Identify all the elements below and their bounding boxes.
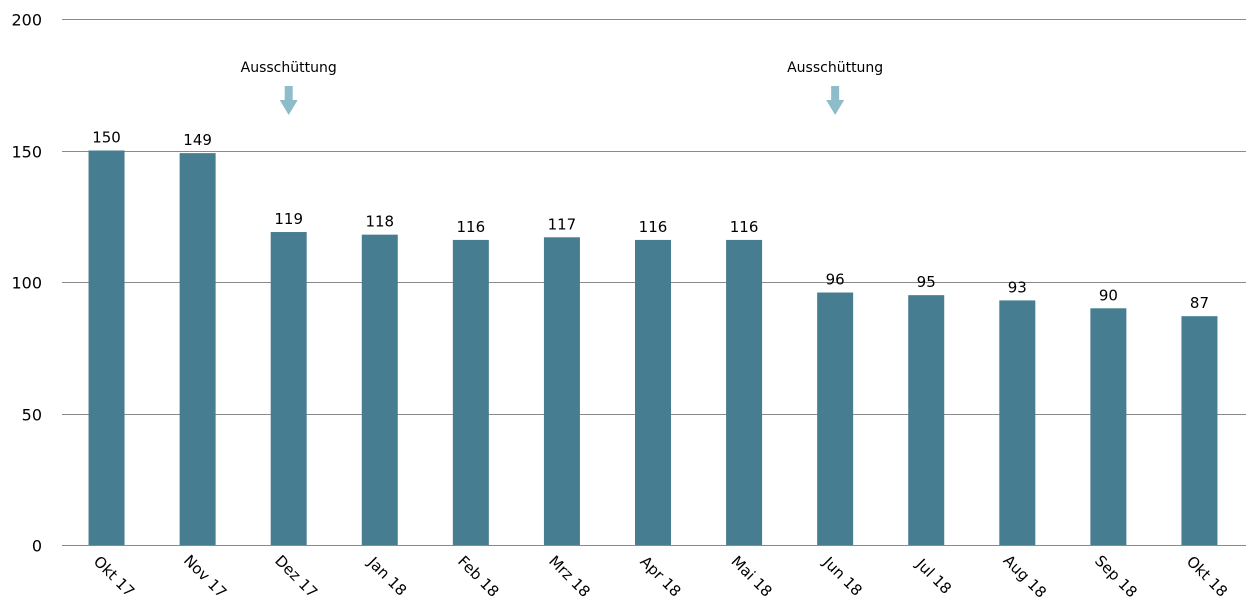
data-label: 95 bbox=[917, 273, 936, 291]
bar bbox=[543, 237, 580, 546]
x-tick-label: Jul 18 bbox=[912, 555, 955, 598]
bar bbox=[88, 150, 125, 545]
data-label: 116 bbox=[730, 218, 759, 236]
data-label: 116 bbox=[639, 218, 668, 236]
y-tick-label: 50 bbox=[22, 406, 42, 425]
bar bbox=[361, 234, 398, 545]
x-tick-label: Jun 18 bbox=[819, 553, 866, 600]
data-label: 117 bbox=[548, 215, 577, 233]
data-label: 87 bbox=[1190, 294, 1209, 312]
x-tick-label: Okt 18 bbox=[1183, 552, 1231, 600]
bar bbox=[908, 295, 945, 545]
x-axis-categories: Okt 17 Nov 17 Dez 17 Jan 18 Feb 18 Mrz 18 Apr … bbox=[90, 551, 1231, 601]
y-tick-label: 200 bbox=[11, 11, 42, 30]
data-label: 119 bbox=[274, 210, 303, 228]
annotations: Ausschüttung Ausschüttung bbox=[241, 60, 883, 115]
data-labels: 150 149 119 118 116 117 116 116 96 95 93 90 87 bbox=[92, 129, 1209, 313]
bar bbox=[1181, 316, 1218, 545]
bar bbox=[1090, 308, 1127, 545]
x-tick-label: Nov 17 bbox=[180, 551, 230, 601]
data-label: 118 bbox=[365, 213, 394, 231]
annotation-label: Ausschüttung bbox=[787, 60, 883, 76]
data-label: 116 bbox=[457, 218, 486, 236]
x-tick-label: Feb 18 bbox=[454, 552, 502, 600]
data-label: 90 bbox=[1099, 286, 1118, 304]
bar bbox=[635, 239, 671, 546]
x-tick-label: Dez 17 bbox=[271, 552, 321, 602]
annotation-label: Ausschüttung bbox=[241, 60, 337, 76]
x-tick-label: Okt 17 bbox=[90, 552, 138, 600]
down-arrow-icon bbox=[279, 86, 298, 115]
y-tick-label: 150 bbox=[11, 143, 42, 162]
bar bbox=[179, 153, 216, 545]
x-tick-label: Aug 18 bbox=[1000, 551, 1050, 601]
x-tick-label: Apr 18 bbox=[637, 552, 685, 600]
bar bbox=[726, 239, 763, 546]
y-tick-label: 100 bbox=[11, 274, 42, 293]
x-tick-label: Sep 18 bbox=[1091, 552, 1141, 602]
x-tick-label: Mai 18 bbox=[728, 552, 776, 600]
data-label: 96 bbox=[826, 271, 845, 289]
bars bbox=[88, 150, 1218, 546]
data-label: 150 bbox=[92, 129, 121, 147]
y-tick-label: 0 bbox=[32, 537, 42, 556]
down-arrow-icon bbox=[826, 86, 845, 115]
y-axis-ticks: 0 50 100 150 200 bbox=[11, 11, 42, 556]
bar bbox=[999, 300, 1036, 545]
bar bbox=[270, 232, 307, 545]
x-tick-label: Mrz 18 bbox=[545, 552, 594, 601]
data-label: 93 bbox=[1008, 278, 1027, 296]
bar bbox=[452, 239, 489, 546]
x-tick-label: Jan 18 bbox=[364, 553, 411, 600]
bar bbox=[817, 292, 854, 545]
data-label: 149 bbox=[183, 131, 212, 149]
